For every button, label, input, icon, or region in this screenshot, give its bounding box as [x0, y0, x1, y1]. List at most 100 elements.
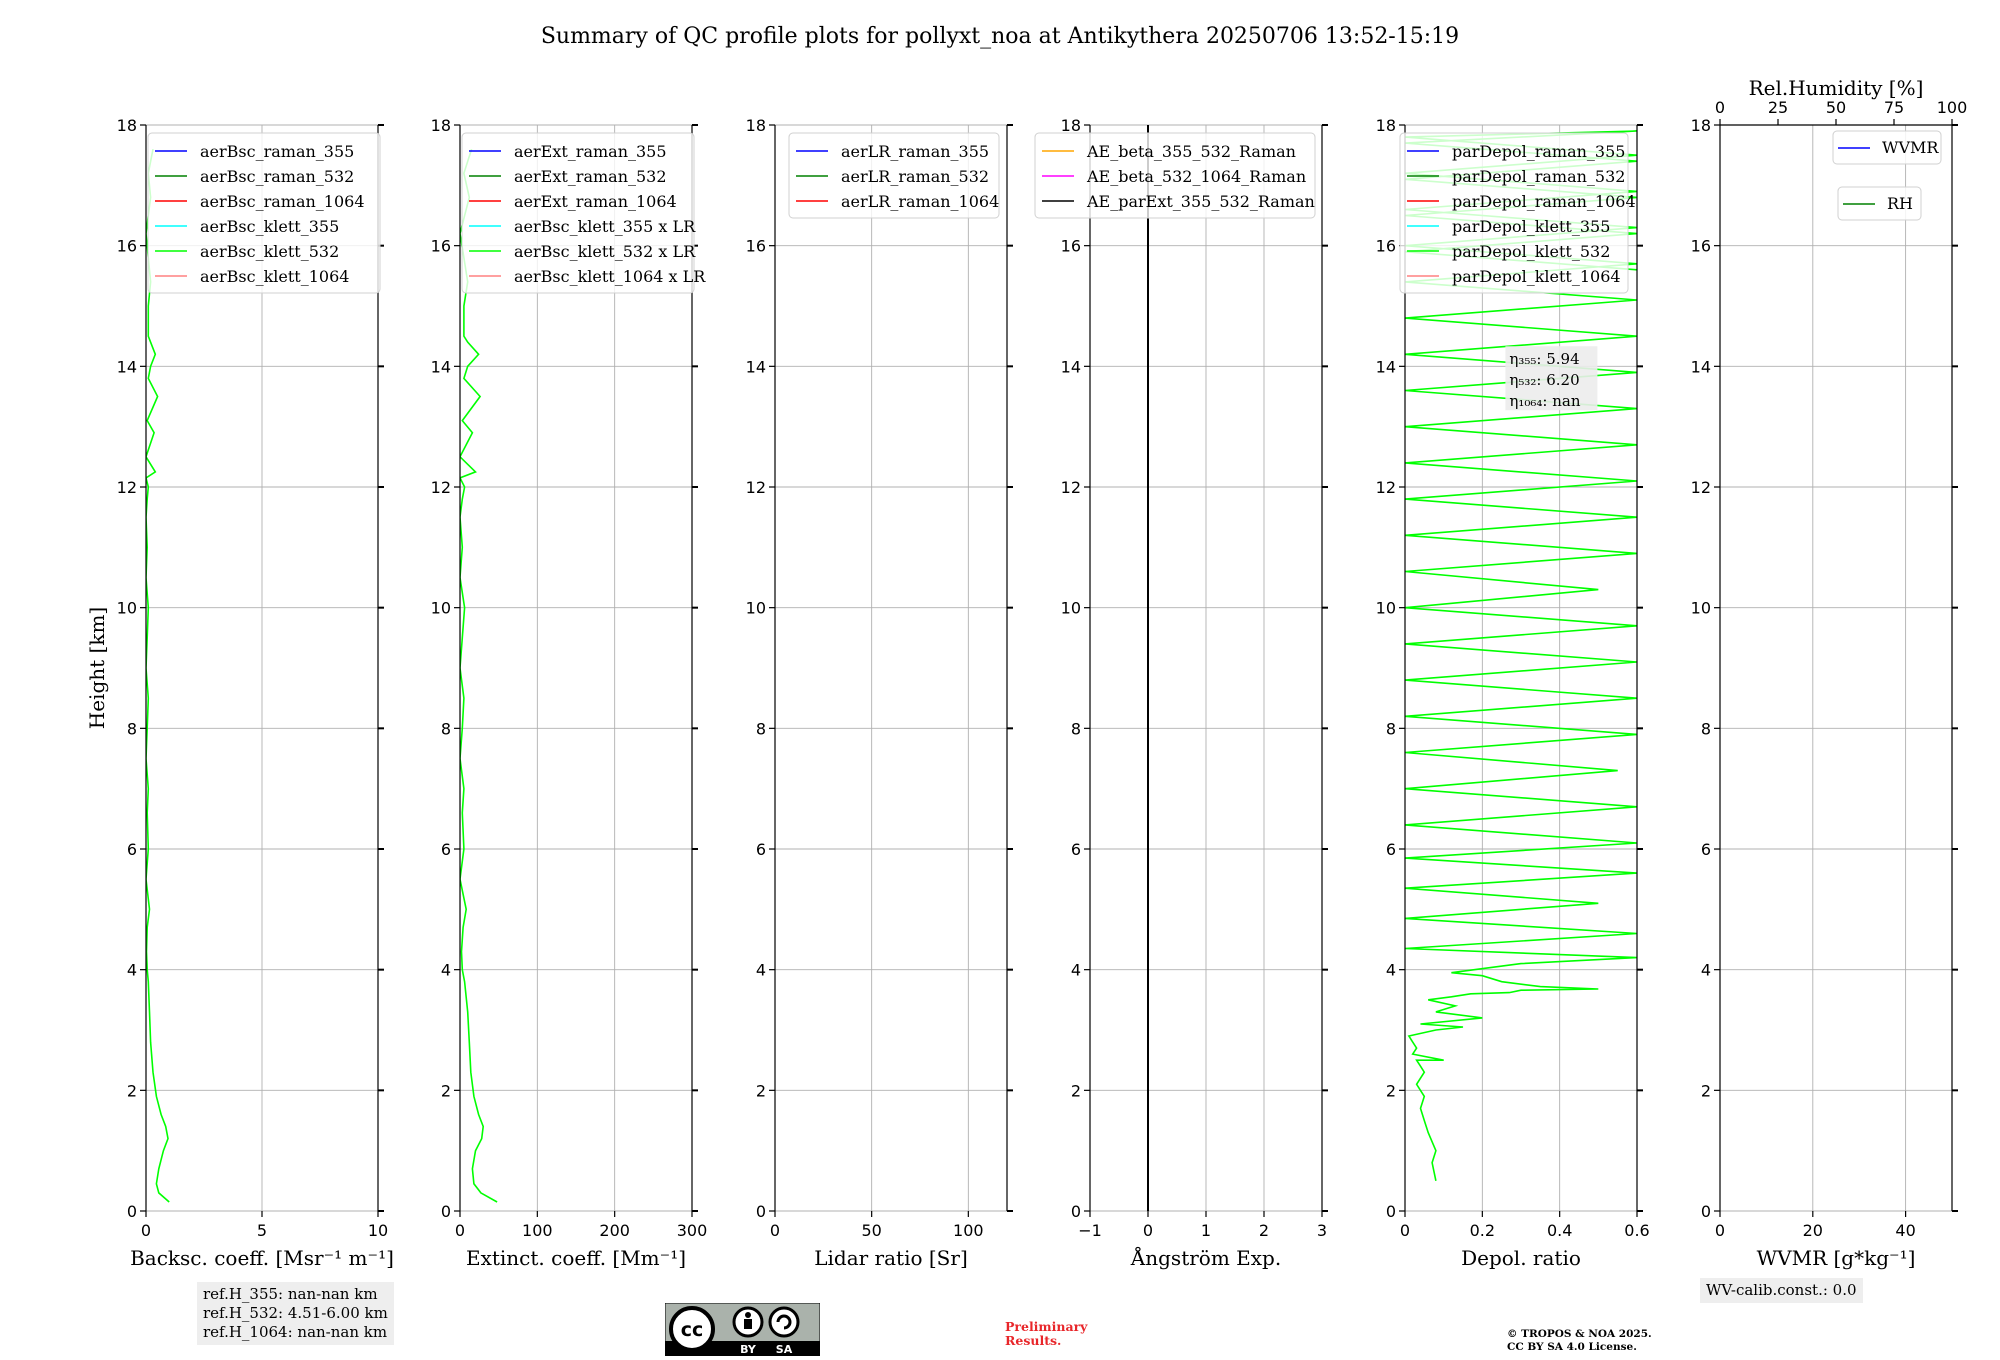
x-tick-label: 10 — [368, 1221, 388, 1240]
y-tick-label: 0 — [127, 1202, 137, 1221]
copyright-line-2: CC BY SA 4.0 License. — [1507, 1341, 1637, 1353]
top-tick-label: 100 — [1937, 98, 1968, 117]
y-tick-label: 16 — [746, 237, 766, 256]
x-tick-label: 1 — [1201, 1221, 1211, 1240]
y-tick-label: 16 — [431, 237, 451, 256]
y-tick-label: 0 — [1071, 1202, 1081, 1221]
x-tick-label: 40 — [1895, 1221, 1915, 1240]
legend-label: aerLR_raman_532 — [841, 167, 989, 186]
y-tick-label: 12 — [1061, 478, 1081, 497]
y-tick-label: 0 — [1386, 1202, 1396, 1221]
y-tick-label: 18 — [1376, 116, 1396, 135]
eta-annotation: η₃₅₅: 5.94 — [1509, 350, 1579, 368]
y-tick-label: 6 — [441, 840, 451, 859]
legend-label: aerLR_raman_355 — [841, 142, 989, 161]
x-tick-label: 0.2 — [1470, 1221, 1495, 1240]
x-tick-label: 300 — [677, 1221, 708, 1240]
x-tick-label: 0 — [1143, 1221, 1153, 1240]
y-tick-label: 2 — [127, 1081, 137, 1100]
copyright-line-1: © TROPOS & NOA 2025. — [1507, 1328, 1652, 1340]
refh-1064: ref.H_1064: nan-nan km — [203, 1323, 388, 1341]
y-tick-label: 14 — [1061, 357, 1081, 376]
legend-label: parDepol_klett_532 — [1452, 242, 1610, 261]
x-tick-label: 0 — [1400, 1221, 1410, 1240]
y-tick-label: 2 — [441, 1081, 451, 1100]
series-group — [460, 148, 498, 1203]
legend-label: aerBsc_klett_532 — [200, 242, 339, 261]
legend-box — [1832, 130, 1942, 165]
legend-label: aerBsc_klett_355 — [200, 217, 339, 236]
legend-box — [147, 132, 381, 294]
panel-extinction: 0 2 4 6 8 10 12 14 16 18 0 100 200 300 Extinct. coeff.… — [431, 116, 708, 1270]
sa-icon — [768, 1306, 800, 1338]
preliminary-line-1: Preliminary — [1005, 1319, 1088, 1334]
preliminary-line-2: Results. — [1005, 1333, 1062, 1348]
y-tick-label: 16 — [1376, 237, 1396, 256]
y-tick-label: 14 — [117, 357, 137, 376]
x-tick-label: 0 — [770, 1221, 780, 1240]
legend-box — [1399, 132, 1629, 294]
x-tick-label: 5 — [257, 1221, 267, 1240]
y-tick-label: 12 — [431, 478, 451, 497]
y-tick-label: 2 — [1701, 1081, 1711, 1100]
y-tick-label: 8 — [756, 719, 766, 738]
x-tick-label: 0 — [1715, 1221, 1725, 1240]
x-axis-label: Backsc. coeff. [Msr⁻¹ m⁻¹] — [130, 1246, 394, 1270]
y-tick-label: 4 — [1071, 961, 1081, 980]
y-tick-label: 8 — [1386, 719, 1396, 738]
y-tick-label: 12 — [1376, 478, 1396, 497]
copyright-note: © TROPOS & NOA 2025. CC BY SA 4.0 Licens… — [1507, 1328, 1652, 1354]
panel-depol: 0 2 4 6 8 10 12 14 16 18 0 0.2 0.4 0.6 Depol. ratio par… — [1376, 116, 1650, 1270]
legend-label: parDepol_klett_355 — [1452, 217, 1610, 236]
legend-label: AE_parExt_355_532_Raman — [1086, 192, 1315, 211]
eta-annotation: η₁₀₆₄: nan — [1509, 392, 1580, 410]
y-tick-label: 10 — [1376, 599, 1396, 618]
legend-label: aerBsc_klett_1064 — [200, 267, 349, 286]
legend-label: aerBsc_klett_355 x LR — [514, 217, 696, 236]
eta-annotation: η₅₃₂: 6.20 — [1509, 371, 1579, 389]
y-tick-label: 14 — [746, 357, 766, 376]
x-tick-label: 20 — [1803, 1221, 1823, 1240]
x-tick-label: 0 — [141, 1221, 151, 1240]
y-tick-label: 10 — [746, 599, 766, 618]
x-tick-label: 100 — [953, 1221, 984, 1240]
top-axis-label: Rel.Humidity [%] — [1749, 76, 1924, 100]
x-axis-label: Lidar ratio [Sr] — [814, 1246, 968, 1270]
y-tick-label: 16 — [1061, 237, 1081, 256]
y-tick-label: 18 — [1061, 116, 1081, 135]
figure-title: Summary of QC profile plots for pollyxt_… — [541, 24, 1459, 49]
x-axis-label: Extinct. coeff. [Mm⁻¹] — [466, 1246, 686, 1270]
y-tick-label: 4 — [1701, 961, 1711, 980]
y-tick-label: 6 — [127, 840, 137, 859]
y-tick-label: 4 — [756, 961, 766, 980]
y-tick-label: 4 — [127, 961, 137, 980]
refh-532: ref.H_532: 4.51-6.00 km — [203, 1304, 388, 1322]
y-tick-label: 14 — [1691, 357, 1711, 376]
legend-label: AE_beta_532_1064_Raman — [1086, 167, 1306, 186]
series-group — [146, 148, 170, 1203]
legend-label: aerBsc_raman_532 — [200, 167, 354, 186]
y-tick-label: 0 — [1701, 1202, 1711, 1221]
eta-annotation-box — [1505, 346, 1598, 411]
y-tick-label: 2 — [1071, 1081, 1081, 1100]
top-tick-label: 25 — [1768, 98, 1788, 117]
y-tick-label: 0 — [756, 1202, 766, 1221]
panel-backscatter: 0 2 4 6 8 10 12 14 16 18 0 5 10 Backsc. coeff. [Msr⁻¹… — [85, 116, 394, 1270]
y-tick-label: 18 — [431, 116, 451, 135]
y-tick-label: 18 — [117, 116, 137, 135]
wv-calib-text: WV-calib.const.: 0.0 — [1706, 1281, 1857, 1299]
legend-label: aerExt_raman_1064 — [514, 192, 677, 211]
x-axis-label: Ångström Exp. — [1130, 1245, 1281, 1270]
x-tick-label: 200 — [599, 1221, 630, 1240]
legend-box — [788, 132, 1000, 219]
legend-label: aerBsc_klett_532 x LR — [514, 242, 696, 261]
x-tick-label: 0 — [455, 1221, 465, 1240]
legend-label: aerLR_raman_1064 — [841, 192, 999, 211]
y-tick-label: 6 — [1386, 840, 1396, 859]
x-tick-label: 50 — [861, 1221, 881, 1240]
top-tick-label: 75 — [1884, 98, 1904, 117]
legend-label: parDepol_raman_1064 — [1452, 192, 1636, 211]
y-tick-label: 14 — [431, 357, 451, 376]
top-tick-label: 50 — [1826, 98, 1846, 117]
